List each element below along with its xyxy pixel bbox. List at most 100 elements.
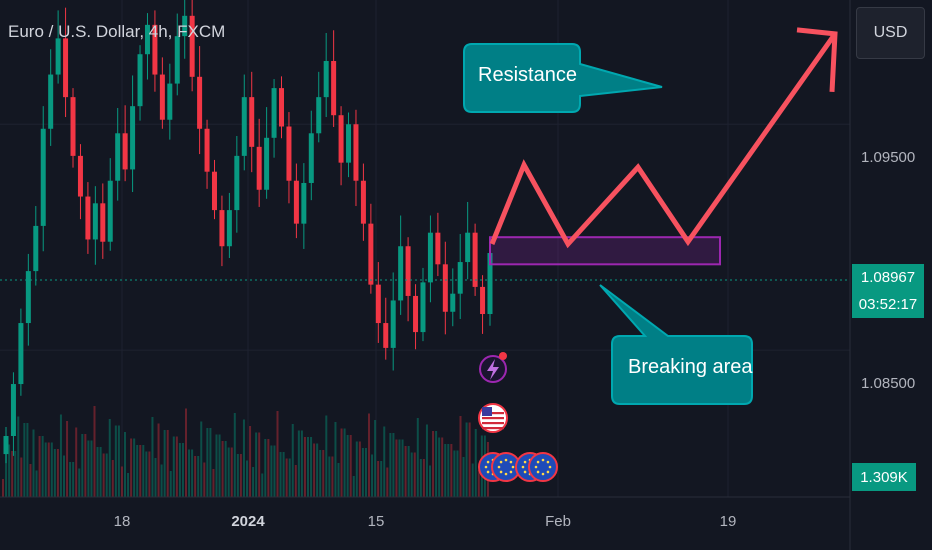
candle-body	[398, 246, 404, 301]
volume-bar	[371, 454, 374, 497]
volume-bar	[456, 450, 459, 497]
volume-bar	[224, 441, 227, 497]
breaking-area-callout[interactable]	[599, 284, 753, 405]
volume-bar	[157, 423, 160, 497]
volume-bar	[215, 434, 218, 497]
eu-star	[486, 460, 490, 464]
volume-bar	[197, 456, 200, 497]
volume-bar	[471, 463, 474, 497]
volume-bar	[377, 461, 380, 497]
candle-body	[293, 180, 299, 224]
projection-line[interactable]	[489, 32, 838, 249]
volume-bar	[102, 453, 105, 497]
volume-bar	[334, 422, 337, 497]
volume-bar	[410, 452, 413, 497]
volume-bar	[441, 437, 444, 497]
resistance-callout[interactable]	[463, 43, 663, 113]
volume-bar	[300, 430, 303, 497]
eu-star	[509, 460, 513, 464]
candle-body	[92, 203, 98, 240]
candle-body	[249, 97, 255, 147]
volume-bar	[435, 431, 438, 497]
volume-bar	[407, 446, 410, 497]
volume-bar	[273, 445, 276, 497]
flag-canton	[482, 407, 492, 416]
volume-bar	[105, 453, 108, 497]
volume-bar	[444, 444, 447, 497]
volume-bar	[218, 434, 221, 497]
volume-bar	[453, 450, 456, 497]
volume-bar	[166, 430, 169, 497]
volume-bar	[395, 439, 398, 497]
volume-bar	[181, 443, 184, 497]
volume-bar	[160, 464, 163, 497]
event-icons[interactable]	[478, 352, 558, 482]
grid-lines	[0, 0, 850, 497]
candle-body	[40, 128, 46, 226]
candle-body	[271, 88, 277, 138]
volume-bar	[230, 447, 233, 497]
candle-body	[130, 106, 136, 170]
volume-bar	[465, 422, 468, 497]
current-price-badge: 1.08967	[852, 264, 924, 292]
price-tick-label: 1.09500	[861, 149, 916, 166]
breaking-zone[interactable]	[489, 236, 721, 266]
candle-body	[234, 155, 240, 211]
volume-bar	[78, 468, 81, 497]
volume-bar	[87, 440, 90, 497]
volume-bar	[233, 413, 236, 497]
volume-bar	[145, 451, 148, 497]
volume-badge: 1.309K	[852, 463, 916, 491]
eu-star	[536, 460, 540, 464]
candle-body	[219, 210, 225, 247]
volume-bar	[438, 437, 441, 497]
volume-bar	[32, 429, 35, 497]
volume-bar	[429, 465, 431, 497]
volume-bar	[352, 476, 355, 497]
candle-body	[308, 133, 314, 183]
volume-bar	[26, 423, 29, 497]
volume-bar	[44, 442, 47, 497]
symbol-title[interactable]: Euro / U.S. Dollar, 4h, FXCM	[8, 22, 226, 41]
candle-body	[480, 286, 486, 315]
candle-body	[360, 180, 366, 224]
candle-body	[137, 54, 143, 107]
eu-star	[509, 470, 513, 474]
projection-path[interactable]	[489, 27, 838, 249]
eu-star	[499, 460, 503, 464]
eu-star	[523, 470, 527, 474]
volume-bar	[75, 427, 78, 497]
candle-body	[204, 128, 210, 172]
candle-body	[189, 15, 195, 77]
candle-body	[18, 323, 24, 385]
volume-bar	[477, 470, 480, 497]
projection-arrowhead[interactable]	[796, 27, 838, 93]
countdown-badge: 03:52:17	[852, 292, 924, 318]
volume-bar	[11, 451, 14, 497]
candle-body	[77, 155, 83, 197]
volume-bar	[148, 451, 151, 497]
volume-bar	[255, 432, 258, 497]
volume-bar	[142, 445, 145, 497]
callouts[interactable]	[463, 43, 753, 405]
candle-body	[100, 203, 106, 242]
volume-bar	[47, 442, 50, 497]
candle-body	[167, 83, 173, 120]
volume-bar	[139, 445, 142, 497]
volume-bar	[133, 438, 136, 497]
volume-bar	[346, 435, 349, 497]
currency-button[interactable]: USD	[856, 7, 925, 59]
eu-flag-icon[interactable]	[528, 452, 558, 482]
breaking-zone-rect[interactable]	[489, 236, 721, 266]
volume-bar	[84, 434, 87, 497]
volume-bar	[340, 428, 343, 497]
volume-bar	[99, 447, 102, 497]
candle-body	[465, 232, 471, 263]
flag-stripe	[482, 422, 504, 425]
eu-star	[536, 470, 540, 474]
candle-body	[487, 253, 493, 315]
volume-bar	[194, 456, 197, 497]
candle-body	[85, 196, 91, 240]
volume-bar	[191, 449, 194, 497]
